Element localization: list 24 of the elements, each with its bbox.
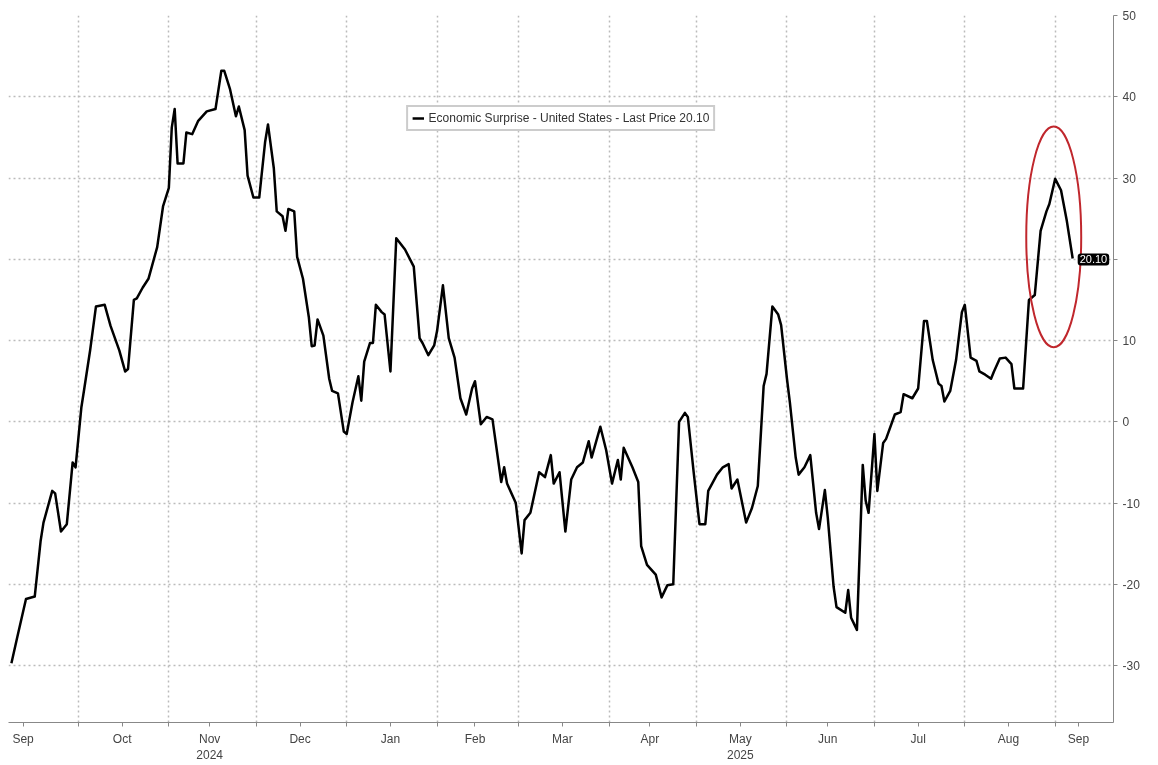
y-tick-label: -20 (1122, 577, 1141, 592)
x-tick-label: Dec (289, 731, 311, 746)
x-tick-label: Oct (112, 731, 133, 746)
x-tick-label: May 2025 (726, 731, 754, 763)
y-tick-label: -10 (1122, 496, 1141, 511)
y-tick-label: 30 (1122, 171, 1137, 186)
x-tick-label: Jun (818, 731, 838, 746)
x-tick-label: Feb (464, 731, 486, 746)
x-tick-label: Apr (640, 731, 660, 746)
y-tick-label: 40 (1122, 90, 1137, 105)
x-tick-label: Sep (12, 731, 35, 746)
y-tick-label: 0 (1122, 415, 1130, 430)
x-tick-label: Mar (552, 731, 573, 746)
x-tick-label: Jul (910, 731, 926, 746)
x-tick-label: Jan (380, 731, 401, 746)
x-tick-label: Nov 2024 (196, 731, 224, 763)
x-tick-label: Sep (1067, 731, 1090, 746)
legend-label: Economic Surprise - United States - Last Price 20.10 (428, 111, 710, 125)
line-series (10, 69, 1074, 665)
y-tick-label: 50 (1122, 9, 1137, 23)
annotation: 20.10 (1079, 253, 1108, 266)
x-tick-label: Aug (997, 731, 1020, 746)
y-tick-label: 10 (1122, 334, 1137, 349)
y-tick-label: -30 (1122, 659, 1141, 674)
